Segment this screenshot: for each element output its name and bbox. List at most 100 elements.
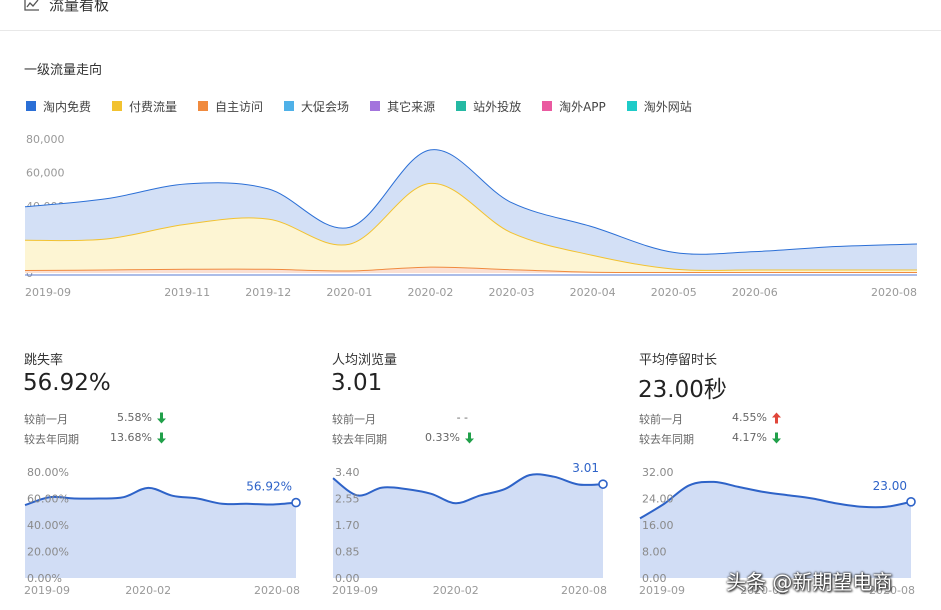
- legend-label: 其它来源: [387, 99, 436, 114]
- y-tick-label: 8.00: [642, 546, 667, 559]
- legend-label: 大促会场: [301, 99, 350, 114]
- avg-pageviews-value: 3.01: [331, 370, 383, 396]
- y-tick-label: 80.00%: [27, 466, 69, 479]
- legend-label: 淘外网站: [643, 99, 692, 114]
- main-traffic-chart[interactable]: 80,00060,00040,00020,00002019-092019-112…: [0, 125, 941, 305]
- y-tick-label: 16.00: [642, 519, 674, 532]
- y-tick-label: 2.55: [335, 493, 360, 506]
- compare-label: 较前一月: [639, 413, 683, 426]
- compare-value: 4.17%: [732, 431, 767, 444]
- y-tick-label: 0.00%: [27, 572, 62, 585]
- compare-value: 5.58%: [117, 411, 152, 424]
- arrow-up-icon: [772, 412, 781, 424]
- compare-value: - -: [456, 411, 468, 424]
- legend-swatch: [26, 101, 36, 111]
- y-tick-label: 40.00%: [27, 519, 69, 532]
- legend-swatch: [112, 101, 123, 111]
- compare-label: 较前一月: [332, 413, 376, 426]
- compare-value: 4.55%: [732, 411, 767, 424]
- legend-item-offsite-ads[interactable]: 站外投放: [456, 97, 521, 115]
- compare-label: 较去年同期: [24, 433, 79, 446]
- x-tick-label: 2019-09: [332, 584, 378, 597]
- avg-pageviews-title: 人均浏览量: [332, 353, 398, 368]
- y-tick-label: 0.00: [335, 572, 360, 585]
- y-tick-label: 0: [26, 267, 33, 280]
- legend-label: 站外投放: [473, 99, 522, 114]
- legend-item-external-site[interactable]: 淘外网站: [626, 97, 692, 115]
- x-tick-label: 2020-05: [651, 286, 697, 299]
- compare-label: 较去年同期: [332, 433, 387, 446]
- x-tick-label: 2020-02: [407, 286, 453, 299]
- x-tick-label: 2019-09: [639, 584, 685, 597]
- arrow-down-icon: [157, 432, 166, 444]
- legend-item-paid[interactable]: 付费流量: [112, 97, 177, 115]
- mini-endpoint[interactable]: [598, 479, 608, 489]
- bounce-rate-chart[interactable]: 80.00% 60.00% 40.00% 20.00% 0.00% 56.92% 2019-…: [0, 460, 310, 610]
- x-tick-label: 2019-09: [24, 584, 70, 597]
- y-tick-label: 60.00%: [27, 493, 69, 506]
- y-tick-label: 20.00%: [27, 546, 69, 559]
- x-tick-label: 2020-08: [561, 584, 607, 597]
- legend-swatch: [284, 101, 295, 111]
- mini-endpoint[interactable]: [291, 497, 301, 508]
- legend-swatch: [626, 101, 637, 111]
- avg-pageviews-yoy: 较去年同期 0.33%: [332, 431, 482, 446]
- avg-stay-yoy: 较去年同期 4.17%: [639, 431, 789, 446]
- x-tick-label: 2020-01: [326, 286, 372, 299]
- mini-area-fill: [25, 487, 296, 578]
- area-series-自主访问[interactable]: [25, 267, 917, 273]
- y-tick-label: 0.85: [335, 546, 360, 559]
- main-chart-title: 一级流量走向: [24, 63, 103, 78]
- avg-stay-title: 平均停留时长: [639, 353, 718, 368]
- mini-area-fill: [333, 474, 603, 578]
- line-chart-icon: [24, 0, 39, 11]
- legend-swatch: [198, 101, 209, 111]
- x-tick-label: 2020-08: [871, 286, 917, 299]
- arrow-down-icon: [465, 432, 474, 444]
- y-tick-label: 1.70: [335, 519, 360, 532]
- watermark: 头条 @新期望电商: [726, 570, 893, 594]
- legend-label: 淘外APP: [559, 99, 606, 114]
- avg-stay-chart[interactable]: 32.00 24.00 16.00 8.00 0.00 23.00 2019-09 2020-…: [615, 460, 941, 610]
- mini-end-label: 23.00: [873, 479, 907, 493]
- page-header: 流量看板: [0, 0, 941, 31]
- legend-label: 付费流量: [129, 99, 178, 114]
- legend-label: 自主访问: [215, 99, 264, 114]
- mini-line: [24, 486, 297, 507]
- line-series-淘内免费: [24, 149, 918, 255]
- bounce-rate-title: 跳失率: [24, 353, 64, 368]
- x-tick-label: 2019-12: [245, 286, 291, 299]
- compare-value: 0.33%: [425, 431, 460, 444]
- mini-end-label: 3.01: [572, 461, 599, 475]
- legend-item-promo-venue[interactable]: 大促会场: [284, 97, 349, 115]
- compare-label: 较前一月: [24, 413, 68, 426]
- legend-item-self-visit[interactable]: 自主访问: [198, 97, 263, 115]
- bounce-rate-value: 56.92%: [23, 370, 111, 396]
- x-tick-label: 2020-08: [869, 584, 915, 597]
- y-tick-label: 3.40: [335, 466, 360, 479]
- line-series-自主访问: [24, 266, 917, 274]
- mini-endpoint[interactable]: [906, 497, 916, 507]
- avg-pageviews-chart[interactable]: 3.40 2.55 1.70 0.85 0.00 3.01 2019-09 2020-02 20…: [308, 460, 618, 610]
- x-tick-label: 2020-03: [489, 286, 535, 299]
- line-series-付费流量: [24, 182, 917, 271]
- mini-end-label: 56.92%: [246, 480, 292, 494]
- area-series-付费流量[interactable]: [25, 183, 917, 273]
- legend-item-taonei-free[interactable]: 淘内免费: [26, 97, 91, 115]
- y-tick-label: 80,000: [26, 133, 65, 146]
- legend-swatch: [542, 101, 553, 111]
- x-tick-label: 2020-04: [570, 286, 616, 299]
- x-tick-label: 2020-08: [254, 584, 300, 597]
- bounce-rate-mom: 较前一月 5.58%: [24, 411, 174, 426]
- y-tick-label: 60,000: [26, 167, 65, 180]
- y-tick-label: 32.00: [642, 466, 674, 479]
- page-title: 流量看板: [49, 0, 110, 14]
- y-tick-label: 0.00: [642, 572, 667, 585]
- legend-item-other-source[interactable]: 其它来源: [370, 97, 435, 115]
- legend-item-external-app[interactable]: 淘外APP: [542, 97, 606, 115]
- main-chart-legend: 淘内免费 付费流量 自主访问 大促会场 其它来源 站外投放 淘外APP 淘外网站: [26, 97, 713, 115]
- mini-line: [639, 480, 912, 520]
- arrow-down-icon: [772, 432, 781, 444]
- avg-stay-mom: 较前一月 4.55%: [639, 411, 789, 426]
- x-tick-label: 2020-02: [740, 584, 786, 597]
